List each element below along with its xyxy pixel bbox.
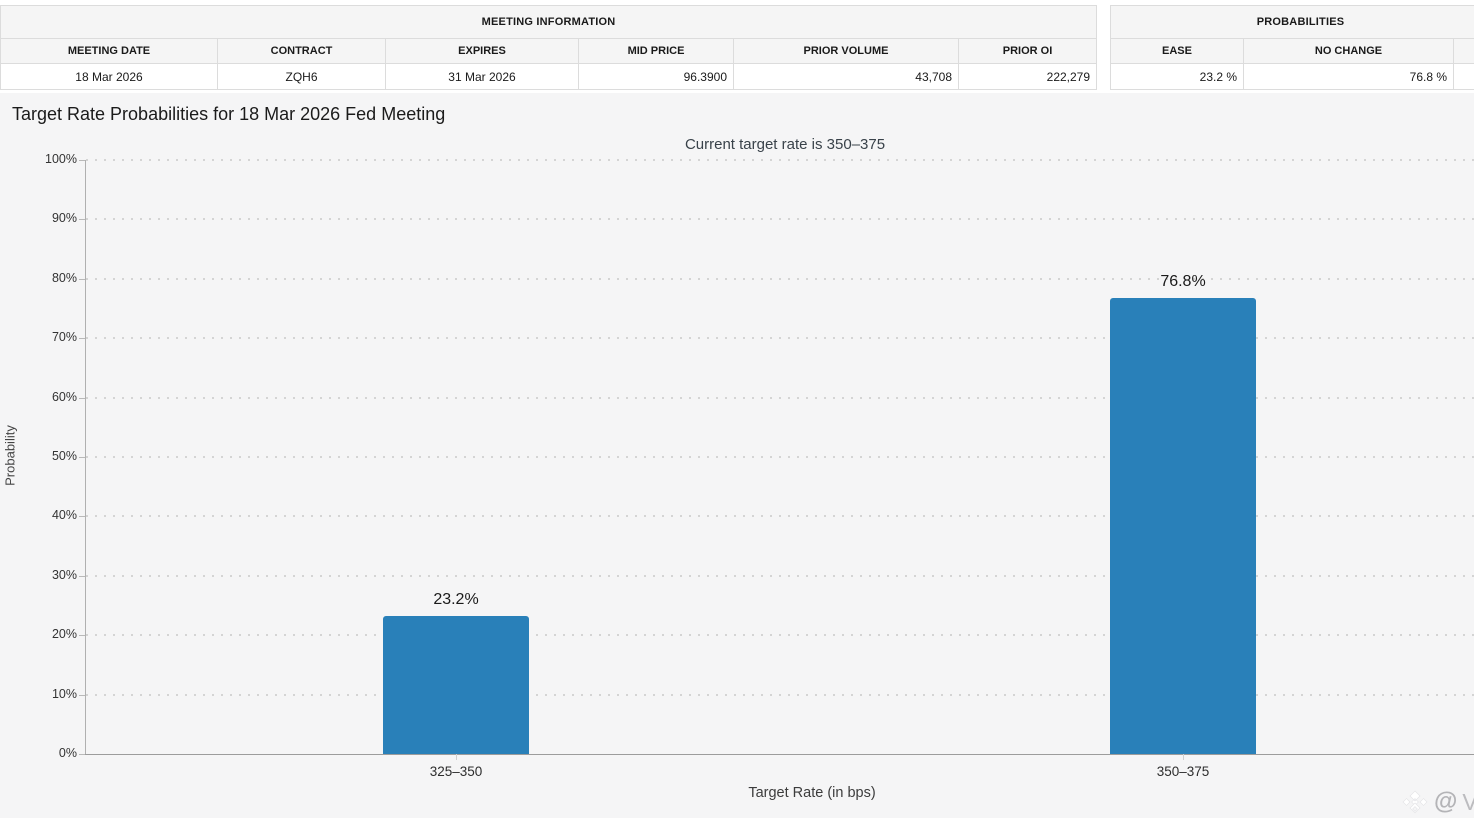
probability-bar-325–350 bbox=[383, 616, 529, 754]
probability-chart-section: Target Rate Probabilities for 18 Mar 202… bbox=[0, 93, 1474, 818]
col-header-clipped bbox=[1452, 38, 1474, 64]
y-tick-mark-40 bbox=[79, 516, 85, 518]
cell-meeting-date: 18 Mar 2026 bbox=[0, 63, 218, 90]
col-header-contract: CONTRACT bbox=[217, 38, 386, 64]
y-tick-label-60: 60% bbox=[51, 389, 77, 404]
gridline-70 bbox=[86, 337, 1474, 340]
y-tick-mark-100 bbox=[79, 160, 85, 161]
bar-value-label: 23.2% bbox=[433, 591, 479, 609]
cell-ease-probability: 23.2 % bbox=[1110, 63, 1244, 90]
cell-clipped bbox=[1452, 63, 1474, 90]
gridline-10 bbox=[86, 693, 1474, 696]
col-header-meeting-date: MEETING DATE bbox=[0, 38, 218, 64]
y-tick-mark-10 bbox=[79, 694, 85, 696]
x-tick-mark bbox=[1183, 754, 1184, 760]
binance-diamond-logo-icon bbox=[1402, 790, 1428, 814]
chart-subtitle: Current target rate is 350–375 bbox=[684, 136, 886, 153]
y-axis-line bbox=[85, 160, 86, 754]
y-tick-mark-0 bbox=[79, 754, 85, 755]
probabilities-data-row: 23.2 % 76.8 % bbox=[1110, 63, 1474, 90]
col-header-expires: EXPIRES bbox=[385, 38, 579, 64]
probabilities-group-header: PROBABILITIES bbox=[1109, 5, 1474, 39]
probabilities-header-row: EASE NO CHANGE bbox=[1110, 38, 1474, 64]
y-tick-label-100: 100% bbox=[45, 152, 77, 166]
meeting-information-table: MEETING INFORMATION MEETING DATE CONTRAC… bbox=[0, 5, 1098, 90]
x-axis-title: Target Rate (in bps) bbox=[748, 785, 876, 801]
watermark: @ V bbox=[1401, 787, 1474, 817]
col-header-ease: EASE bbox=[1110, 38, 1244, 64]
cell-contract: ZQH6 bbox=[217, 63, 386, 90]
gridline-40 bbox=[86, 515, 1474, 518]
meeting-information-header-row: MEETING DATE CONTRACT EXPIRES MID PRICE … bbox=[0, 38, 1098, 64]
bar-value-label: 76.8% bbox=[1160, 272, 1206, 290]
y-tick-label-40: 40% bbox=[51, 508, 77, 523]
col-header-mid-price: MID PRICE bbox=[578, 38, 734, 64]
cell-prior-oi: 222,279 bbox=[957, 63, 1098, 90]
y-tick-mark-80 bbox=[79, 278, 85, 280]
y-tick-mark-90 bbox=[79, 219, 85, 221]
y-tick-label-30: 30% bbox=[51, 567, 77, 582]
col-header-prior-oi: PRIOR OI bbox=[957, 38, 1098, 64]
y-tick-label-10: 10% bbox=[51, 686, 77, 701]
y-tick-label-50: 50% bbox=[51, 449, 77, 463]
x-category-label: 350–375 bbox=[1156, 764, 1210, 779]
y-tick-label-0: 0% bbox=[58, 746, 77, 760]
gridline-60 bbox=[86, 396, 1474, 399]
cell-no-change-probability: 76.8 % bbox=[1243, 63, 1454, 90]
y-tick-label-80: 80% bbox=[51, 270, 77, 285]
gridline-50 bbox=[86, 456, 1474, 458]
watermark-partial-letter: V bbox=[1462, 788, 1474, 815]
y-tick-mark-70 bbox=[79, 338, 85, 340]
x-tick-mark bbox=[456, 754, 457, 760]
y-tick-label-90: 90% bbox=[51, 211, 77, 226]
bar-chart-plot-area: 23.2% 325–350 76.8% 350–375 bbox=[85, 159, 1474, 779]
probability-bar-350–375 bbox=[1110, 297, 1256, 754]
x-category-label: 325–350 bbox=[429, 764, 483, 779]
gridline-30 bbox=[86, 574, 1474, 577]
cell-mid-price: 96.3900 bbox=[578, 63, 734, 90]
gridline-20 bbox=[86, 634, 1474, 637]
cell-expires: 31 Mar 2026 bbox=[385, 63, 579, 90]
y-tick-mark-30 bbox=[79, 575, 85, 577]
meeting-information-group-header: MEETING INFORMATION bbox=[0, 5, 1098, 39]
y-tick-label-70: 70% bbox=[51, 330, 77, 345]
chart-title: Target Rate Probabilities for 18 Mar 202… bbox=[12, 104, 446, 124]
col-header-prior-volume: PRIOR VOLUME bbox=[733, 38, 959, 64]
gridline-100 bbox=[86, 159, 1474, 161]
x-axis-line bbox=[85, 754, 1474, 755]
y-tick-label-20: 20% bbox=[51, 627, 77, 642]
meeting-information-data-row: 18 Mar 2026 ZQH6 31 Mar 2026 96.3900 43,… bbox=[0, 63, 1098, 90]
y-tick-mark-60 bbox=[79, 397, 85, 399]
y-tick-mark-20 bbox=[79, 635, 85, 637]
probabilities-table: PROBABILITIES EASE NO CHANGE 23.2 % 76.8… bbox=[1109, 5, 1474, 90]
watermark-at-symbol: @ bbox=[1434, 788, 1458, 815]
gridline-80 bbox=[86, 277, 1474, 280]
cell-prior-volume: 43,708 bbox=[733, 63, 959, 90]
y-axis-tick-labels: 0% 10% 20% 30% 40% 50% 60% 70% 80% 90% 100% bbox=[0, 152, 77, 760]
y-tick-mark-50 bbox=[79, 457, 85, 458]
col-header-no-change: NO CHANGE bbox=[1243, 38, 1454, 64]
gridline-90 bbox=[86, 218, 1474, 221]
